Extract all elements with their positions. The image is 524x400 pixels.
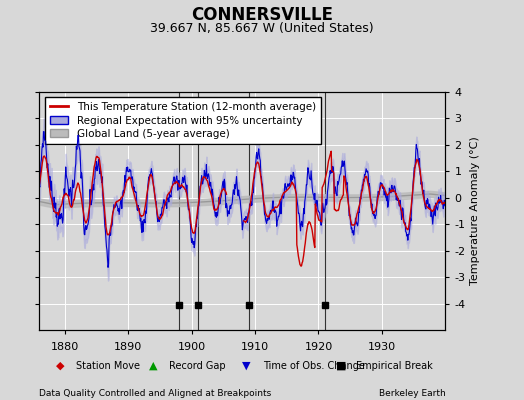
Text: 39.667 N, 85.667 W (United States): 39.667 N, 85.667 W (United States) [150, 22, 374, 35]
Text: Record Gap: Record Gap [169, 361, 226, 371]
Text: 1930: 1930 [368, 342, 396, 352]
Text: ■: ■ [336, 361, 346, 371]
Text: ◆: ◆ [56, 361, 64, 371]
Legend: This Temperature Station (12-month average), Regional Expectation with 95% uncer: This Temperature Station (12-month avera… [45, 97, 321, 144]
Text: Time of Obs. Change: Time of Obs. Change [263, 361, 365, 371]
Text: 1880: 1880 [50, 342, 79, 352]
Text: Data Quality Controlled and Aligned at Breakpoints: Data Quality Controlled and Aligned at B… [39, 389, 271, 398]
Text: ▼: ▼ [242, 361, 251, 371]
Text: 1890: 1890 [114, 342, 142, 352]
Text: 1920: 1920 [304, 342, 333, 352]
Text: ▲: ▲ [149, 361, 157, 371]
Text: CONNERSVILLE: CONNERSVILLE [191, 6, 333, 24]
Text: Station Move: Station Move [76, 361, 140, 371]
Text: 1910: 1910 [241, 342, 269, 352]
Text: Empirical Break: Empirical Break [356, 361, 433, 371]
Y-axis label: Temperature Anomaly (°C): Temperature Anomaly (°C) [470, 137, 479, 285]
Text: Berkeley Earth: Berkeley Earth [379, 389, 445, 398]
Text: 1900: 1900 [178, 342, 205, 352]
